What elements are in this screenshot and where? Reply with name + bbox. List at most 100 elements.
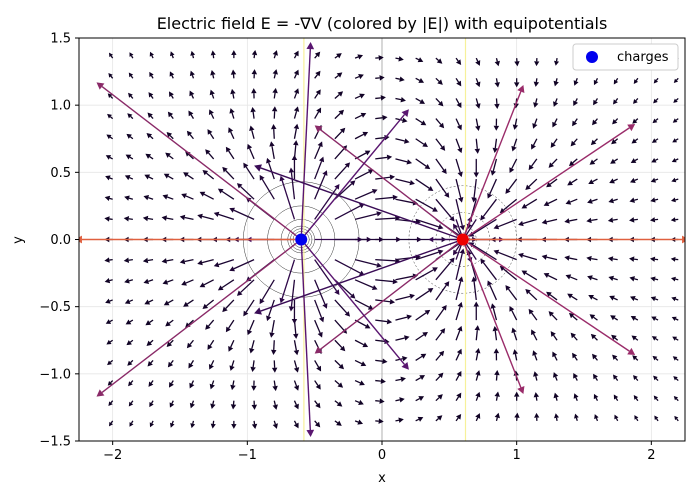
field-arrow [654, 178, 659, 181]
field-arrow-head [124, 195, 130, 201]
field-arrow [293, 145, 297, 159]
field-arrow-head [143, 278, 150, 284]
field-arrow [435, 57, 439, 61]
field-arrow [595, 98, 599, 102]
field-arrow [571, 295, 578, 301]
field-arrow [455, 138, 461, 149]
field-arrow-head [199, 191, 206, 197]
field-arrow-head [359, 93, 365, 99]
field-arrow-head [418, 77, 425, 83]
field-arrow [314, 400, 318, 405]
field-arrow [334, 380, 340, 385]
field-arrow-head [389, 299, 396, 305]
field-arrow [555, 417, 558, 421]
field-arrow [210, 113, 215, 119]
field-arrow [354, 299, 370, 308]
field-arrow [148, 176, 154, 180]
field-arrow-head [188, 110, 194, 117]
field-arrow [575, 397, 578, 401]
field-arrow-head [543, 201, 550, 206]
field-arrow [613, 178, 618, 182]
field-arrow-head [210, 403, 216, 409]
field-arrow-head [567, 180, 573, 186]
field-arrow [492, 158, 498, 172]
field-arrow [655, 97, 659, 101]
field-arrow-head [629, 217, 635, 223]
field-arrow [473, 178, 477, 198]
field-arrow [534, 118, 538, 125]
field-arrow [261, 279, 275, 301]
field-arrow [109, 156, 113, 160]
field-arrow-head [105, 298, 111, 304]
field-arrow-head [344, 311, 351, 317]
field-arrow [129, 136, 134, 140]
field-arrow-head [249, 348, 255, 354]
field-arrow-head [145, 320, 152, 326]
field-arrow-head [149, 402, 154, 408]
x-tick-label: 2 [647, 448, 655, 463]
field-arrow [467, 127, 630, 237]
field-arrow-head [386, 318, 393, 325]
field-arrow [555, 397, 558, 401]
field-arrow-head [144, 174, 151, 180]
field-arrow-head [518, 220, 524, 227]
field-arrow-head [147, 361, 153, 367]
field-arrow-head [554, 60, 560, 66]
field-arrow [591, 277, 598, 281]
field-arrow-head [400, 376, 406, 383]
field-arrow-head [672, 356, 678, 361]
field-arrow [555, 78, 558, 82]
field-arrow [435, 308, 445, 321]
field-arrow [293, 360, 298, 369]
field-arrow [334, 148, 345, 160]
field-arrow-head [266, 157, 272, 164]
y-tick-label: −1.0 [39, 367, 71, 382]
field-arrow [334, 339, 343, 349]
x-tick-label: 1 [513, 448, 521, 463]
field-arrow [655, 398, 659, 402]
field-arrow [171, 75, 174, 79]
field-arrow [395, 358, 403, 362]
field-arrow-head [652, 118, 658, 124]
field-arrow-head [146, 340, 153, 346]
field-arrow [435, 98, 441, 104]
legend-box [572, 43, 679, 71]
field-arrow [230, 339, 235, 348]
field-arrow-head [592, 119, 598, 126]
field-arrow-head [209, 383, 215, 390]
field-arrow-head [293, 123, 300, 130]
field-arrow [435, 178, 447, 195]
field-arrow-head [229, 266, 235, 272]
field-arrow [212, 400, 215, 405]
field-arrow-head [314, 346, 323, 354]
field-arrow-head [306, 429, 315, 437]
field-arrow-head [449, 257, 455, 264]
field-arrow-head [492, 325, 498, 332]
field-arrow-head [456, 80, 462, 87]
field-arrow [435, 198, 452, 219]
field-arrow-head [186, 342, 193, 349]
field-arrow [573, 138, 578, 144]
field-arrow-head [202, 170, 209, 176]
field-arrow-head [107, 360, 113, 366]
field-arrow [497, 251, 517, 261]
field-arrow-head [104, 277, 111, 284]
field-arrow-head [533, 102, 539, 108]
field-arrow-head [380, 95, 386, 101]
field-arrow [503, 198, 518, 211]
field-arrow [209, 339, 215, 347]
field-arrow-head [653, 375, 658, 381]
field-arrow-head [593, 373, 598, 380]
field-arrow [218, 213, 235, 220]
field-arrow-head [167, 361, 174, 368]
field-arrow-head [475, 125, 481, 132]
field-arrow [464, 91, 522, 235]
field-arrow-head [236, 290, 243, 296]
field-arrow [375, 319, 388, 323]
field-arrow-head [632, 355, 638, 361]
field-arrow-head [225, 326, 231, 333]
field-arrow [354, 279, 374, 289]
field-arrow-head [148, 92, 154, 98]
field-arrow [655, 138, 659, 141]
field-arrow [455, 77, 460, 83]
